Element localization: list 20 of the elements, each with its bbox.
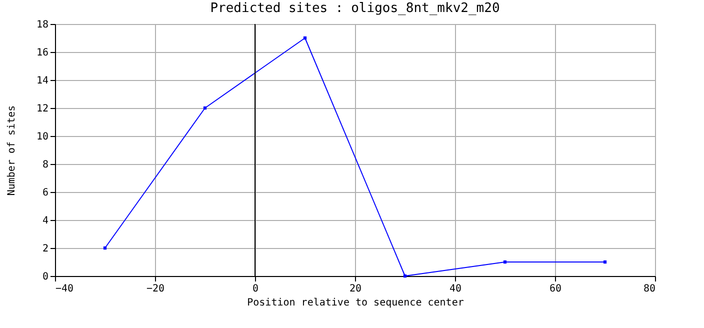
y-axis-title: Number of sites — [6, 105, 18, 196]
y-tick-label: 0 — [42, 272, 48, 282]
x-tick-label: −40 — [56, 284, 74, 294]
x-tick-label: 80 — [643, 284, 656, 294]
y-tick-label: 16 — [36, 48, 48, 58]
y-tick-label: 8 — [42, 160, 48, 170]
x-tick-label: 60 — [549, 284, 562, 294]
chart-title: Predicted sites : oligos_8nt_mkv2_m20 — [210, 1, 500, 16]
x-tick-label: 40 — [449, 284, 462, 294]
y-tick-label: 2 — [42, 244, 48, 254]
y-tick-label: 14 — [36, 76, 48, 86]
y-tick-label: 12 — [36, 104, 48, 114]
x-axis-title: Position relative to sequence center — [247, 298, 464, 308]
x-tick-label: 0 — [252, 284, 259, 294]
y-tick-label: 10 — [36, 132, 48, 142]
y-tick-label: 6 — [42, 188, 48, 198]
x-tick-label: 20 — [349, 284, 362, 294]
x-tick-label: −20 — [146, 284, 165, 294]
y-tick-label: 4 — [42, 216, 48, 226]
y-tick-label: 18 — [36, 20, 48, 30]
